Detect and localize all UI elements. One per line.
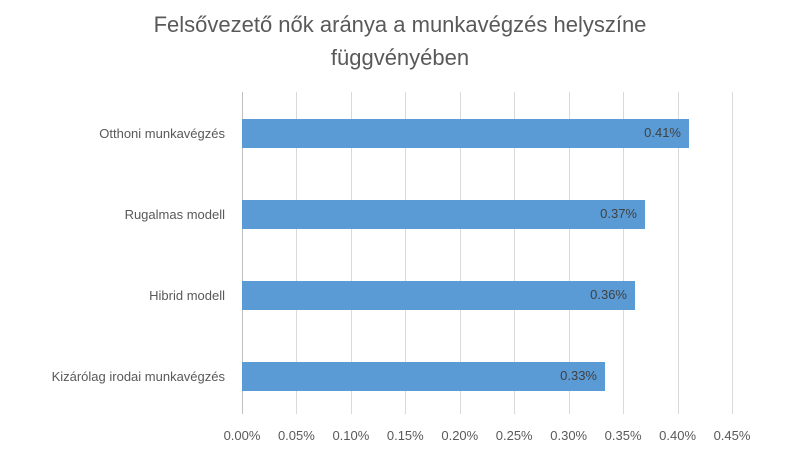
chart-title-line-1: Felsővezető nők aránya a munkavégzés hel…: [153, 12, 647, 37]
bar-value-label: 0.37%: [600, 206, 637, 221]
gridline: [514, 92, 516, 414]
x-tick-label: 0.45%: [713, 428, 751, 443]
category-label: Otthoni munkavégzés: [99, 126, 225, 141]
bar-otthoni: 0.41%: [242, 119, 689, 148]
gridline: [459, 92, 461, 414]
x-tick-label: 0.30%: [550, 428, 588, 443]
bar-value-label: 0.33%: [560, 368, 597, 383]
bar-value-label: 0.36%: [590, 287, 627, 302]
gridline: [350, 92, 352, 414]
bar-rugalmas: 0.37%: [242, 200, 645, 229]
x-tick-label: 0.40%: [659, 428, 697, 443]
x-tick-label: 0.05%: [277, 428, 315, 443]
plot-area: 0.41% 0.37% 0.36% 0.33%: [242, 92, 733, 414]
x-tick-label: 0.15%: [386, 428, 424, 443]
bar-irodai: 0.33%: [242, 362, 605, 391]
bar-value-label: 0.41%: [644, 125, 681, 140]
gridline: [405, 92, 407, 414]
x-tick-label: 0.35%: [604, 428, 642, 443]
gridline: [623, 92, 625, 414]
category-label: Hibrid modell: [149, 288, 225, 303]
gridline: [732, 92, 733, 414]
x-tick-label: 0.10%: [332, 428, 370, 443]
bar-hibrid: 0.36%: [242, 281, 635, 310]
gridline: [242, 92, 243, 414]
x-tick-label: 0.25%: [495, 428, 533, 443]
category-label: Rugalmas modell: [124, 207, 225, 222]
x-tick-label: 0.00%: [223, 428, 261, 443]
gridline: [296, 92, 298, 414]
x-tick-label: 0.20%: [441, 428, 479, 443]
category-label: Kizárólag irodai munkavégzés: [51, 369, 225, 384]
gridline: [568, 92, 570, 414]
chart-title-line-2: függvényében: [330, 45, 470, 70]
gridline: [677, 92, 679, 414]
chart-title: Felsővezető nők aránya a munkavégzés hel…: [0, 8, 800, 74]
